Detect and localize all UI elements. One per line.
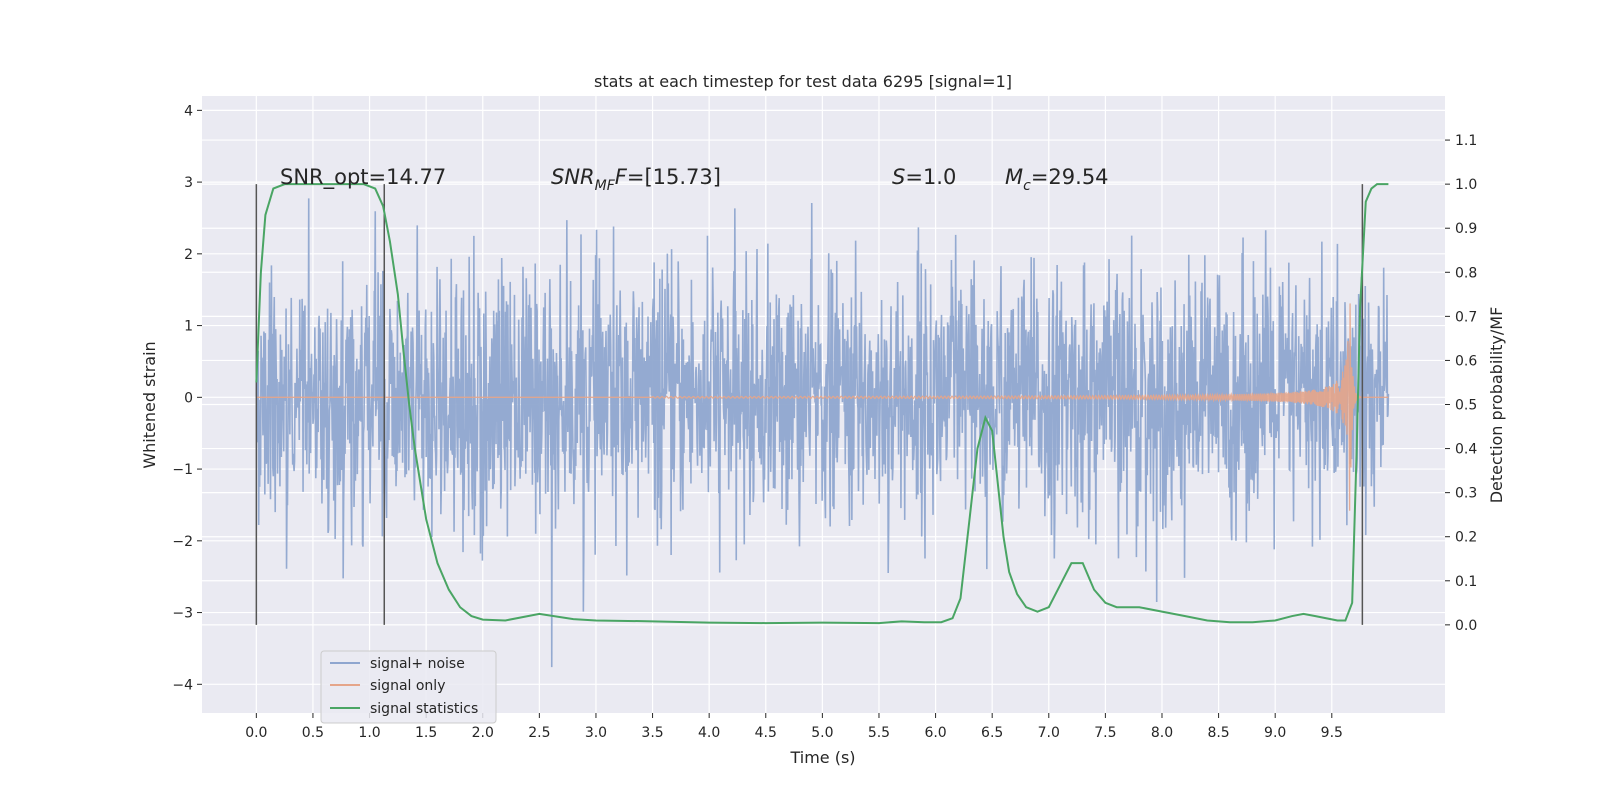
annotation-s: S=1.0 bbox=[892, 165, 956, 189]
y2-axis-label: Detection probability/MF bbox=[1487, 307, 1506, 504]
signal-statistics-line bbox=[255, 183, 1389, 625]
y-tick-label: −1 bbox=[172, 462, 193, 478]
annotation-snr-mf: SNRMFF=[15.73] bbox=[551, 165, 721, 194]
y-tick-label: −4 bbox=[172, 677, 193, 693]
annotation-snr-mf-name: SNR bbox=[551, 165, 595, 189]
y-tick-label: −2 bbox=[172, 534, 193, 550]
y-tick-label: 0 bbox=[184, 390, 193, 406]
y-tick-label: 1 bbox=[184, 319, 193, 335]
y2-tick-label: 0.5 bbox=[1455, 398, 1477, 414]
annotation-mc-value: =29.54 bbox=[1031, 165, 1109, 189]
x-tick-label: 8.5 bbox=[1207, 725, 1229, 741]
x-tick-label: 3.5 bbox=[641, 725, 663, 741]
legend-box bbox=[320, 650, 497, 724]
annotation-s-name: S bbox=[892, 165, 905, 189]
y2-tick-label: 0.4 bbox=[1455, 442, 1477, 458]
legend-label-signal-only: signal only bbox=[370, 678, 445, 694]
x-tick-label: 7.0 bbox=[1038, 725, 1060, 741]
annotation-snr-mf-value: =[15.73] bbox=[627, 165, 721, 189]
y2-tick-label: 0.3 bbox=[1455, 486, 1477, 502]
chart-title: stats at each timestep for test data 629… bbox=[594, 72, 1012, 91]
x-tick-label: 0.0 bbox=[245, 725, 267, 741]
y-tick-label: −3 bbox=[172, 606, 193, 622]
x-axis-ticks: 0.0 0.5 1.0 1.5 2.0 2.5 3.0 3.5 4.0 4.5 5.0 5.5 6.0 6… bbox=[245, 713, 1343, 741]
x-tick-label: 5.0 bbox=[811, 725, 833, 741]
x-tick-label: 2.5 bbox=[528, 725, 550, 741]
y-tick-label: 2 bbox=[184, 247, 193, 263]
y-tick-label: 3 bbox=[184, 175, 193, 191]
annotation-s-value: =1.0 bbox=[905, 165, 956, 189]
x-tick-label: 1.5 bbox=[415, 725, 437, 741]
y-axis-ticks: −4 −3 −2 −1 0 1 2 3 4 bbox=[172, 103, 202, 693]
legend-label-signal-statistics: signal statistics bbox=[370, 701, 478, 717]
y2-tick-label: 0.1 bbox=[1455, 574, 1477, 590]
x-tick-label: 3.0 bbox=[585, 725, 607, 741]
legend-label-signal-noise: signal+ noise bbox=[370, 656, 465, 672]
y2-tick-label: 0.8 bbox=[1455, 265, 1477, 281]
x-tick-label: 8.0 bbox=[1151, 725, 1173, 741]
y2-tick-label: 0.0 bbox=[1455, 618, 1477, 634]
y2-tick-label: 0.9 bbox=[1455, 221, 1477, 237]
y2-tick-label: 0.7 bbox=[1455, 309, 1477, 325]
y2-tick-label: 1.0 bbox=[1455, 177, 1477, 193]
x-tick-label: 4.5 bbox=[755, 725, 777, 741]
signal-only-series bbox=[256, 303, 1389, 511]
y-tick-label: 4 bbox=[184, 103, 193, 119]
y2-axis-ticks: 0.0 0.1 0.2 0.3 0.4 0.5 0.6 0.7 0.8 0.9 1.0 1.1 bbox=[1445, 133, 1477, 634]
y2-tick-label: 0.6 bbox=[1455, 353, 1477, 369]
x-tick-label: 9.0 bbox=[1264, 725, 1286, 741]
x-axis-label: Time (s) bbox=[789, 748, 855, 767]
x-tick-label: 6.0 bbox=[924, 725, 946, 741]
x-tick-label: 4.0 bbox=[698, 725, 720, 741]
annotation-mc: Mc=29.54 bbox=[1005, 165, 1109, 194]
signal-noise-series bbox=[255, 198, 1390, 668]
signal-only-line bbox=[256, 303, 1389, 511]
x-tick-label: 7.5 bbox=[1094, 725, 1116, 741]
x-tick-label: 5.5 bbox=[868, 725, 890, 741]
x-tick-label: 9.5 bbox=[1321, 725, 1343, 741]
annotation-snr-mf-sub: MF bbox=[595, 178, 616, 194]
x-tick-label: 1.0 bbox=[358, 725, 380, 741]
y2-tick-label: 0.2 bbox=[1455, 530, 1477, 546]
x-tick-label: 2.0 bbox=[472, 725, 494, 741]
legend: signal+ noise signal only signal statist… bbox=[320, 650, 497, 724]
y-axis-label: Whitened strain bbox=[140, 341, 159, 468]
signal-noise-line bbox=[255, 198, 1390, 668]
signal-statistics-series bbox=[255, 183, 1389, 625]
annotation-snr-opt: SNR_opt=14.77 bbox=[280, 165, 446, 190]
x-tick-label: 6.5 bbox=[981, 725, 1003, 741]
annotation-snr-mf-f: F bbox=[615, 165, 628, 189]
annotation-mc-sub: c bbox=[1023, 178, 1031, 194]
y2-tick-label: 1.1 bbox=[1455, 133, 1477, 149]
annotation-mc-name: M bbox=[1005, 165, 1023, 189]
x-tick-label: 0.5 bbox=[302, 725, 324, 741]
